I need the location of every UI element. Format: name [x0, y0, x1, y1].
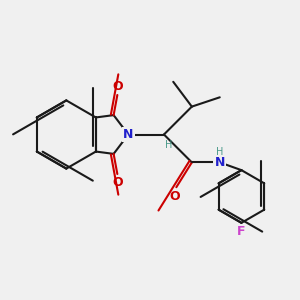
- Text: H: H: [165, 140, 172, 150]
- Text: N: N: [214, 156, 225, 169]
- Text: N: N: [123, 128, 134, 141]
- Text: O: O: [112, 176, 123, 190]
- Text: H: H: [216, 147, 224, 157]
- Text: F: F: [237, 225, 246, 238]
- Text: O: O: [112, 80, 123, 92]
- Text: O: O: [169, 190, 180, 203]
